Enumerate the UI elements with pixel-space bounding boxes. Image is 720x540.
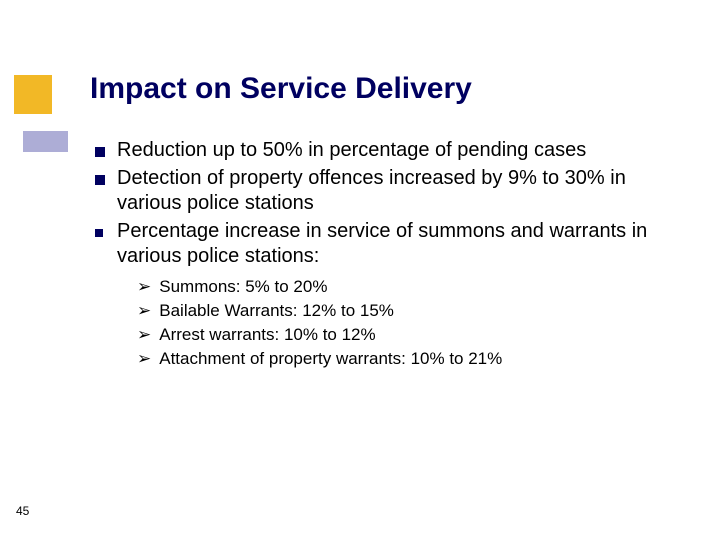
bullet-item: Percentage increase in service of summon… [95,219,680,270]
arrow-bullet-icon: ➢ [137,324,151,347]
sub-bullet-text: Bailable Warrants: 12% to 15% [159,300,394,323]
arrow-bullet-icon: ➢ [137,300,151,323]
sub-list: ➢ Summons: 5% to 20% ➢ Bailable Warrants… [137,276,680,371]
slide-title: Impact on Service Delivery [90,72,472,106]
sub-bullet-text: Arrest warrants: 10% to 12% [159,324,375,347]
bullet-item: Detection of property offences increased… [95,166,680,217]
bullet-text: Percentage increase in service of summon… [117,219,680,270]
sub-bullet-item: ➢ Summons: 5% to 20% [137,276,680,299]
page-number: 45 [16,504,29,518]
square-bullet-icon [95,147,105,157]
decor-box-purple [23,131,68,152]
square-bullet-icon [95,175,105,185]
sub-bullet-item: ➢ Bailable Warrants: 12% to 15% [137,300,680,323]
sub-bullet-text: Summons: 5% to 20% [159,276,327,299]
bullet-text: Reduction up to 50% in percentage of pen… [117,138,586,164]
body-content: Reduction up to 50% in percentage of pen… [95,138,680,372]
square-bullet-small-icon [95,229,103,237]
sub-bullet-item: ➢ Attachment of property warrants: 10% t… [137,348,680,371]
bullet-text: Detection of property offences increased… [117,166,680,217]
arrow-bullet-icon: ➢ [137,348,151,371]
decor-box-gold [14,75,52,114]
arrow-bullet-icon: ➢ [137,276,151,299]
sub-bullet-text: Attachment of property warrants: 10% to … [159,348,502,371]
bullet-item: Reduction up to 50% in percentage of pen… [95,138,680,164]
sub-bullet-item: ➢ Arrest warrants: 10% to 12% [137,324,680,347]
